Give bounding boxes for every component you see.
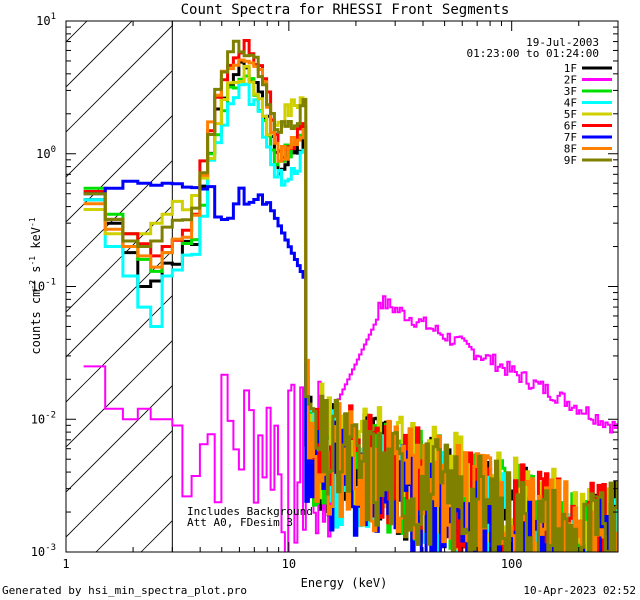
x-axis-label: Energy (keV) — [301, 576, 388, 590]
time-range-label: 01:23:00 to 01:24:00 — [467, 47, 599, 60]
annotation-attenuator: Att A0, FDesim 3 — [187, 516, 293, 529]
hatch-line — [66, 70, 173, 178]
y-tick-label: 10-2 — [31, 410, 56, 426]
x-tick-label: 1 — [62, 557, 69, 571]
y-tick-label: 10-3 — [31, 543, 56, 559]
timestamp-footer: 10-Apr-2023 02:52 — [523, 584, 636, 597]
legend-label-1F: 1F — [564, 62, 577, 75]
hatch-line — [66, 21, 88, 43]
y-tick-label: 101 — [36, 12, 56, 28]
hatch-line — [66, 385, 173, 493]
hatch-line — [66, 430, 173, 538]
legend-label-2F: 2F — [564, 74, 577, 87]
hatch-line — [66, 21, 133, 88]
legend-label-7F: 7F — [564, 131, 577, 144]
series-lines — [83, 39, 618, 552]
x-axis: 1 10 100 — [62, 21, 619, 571]
legend-label-5F: 5F — [564, 108, 577, 121]
x-tick-label: 10 — [282, 557, 296, 571]
hatch-line — [0, 0, 26, 552]
legend-label-4F: 4F — [564, 97, 577, 110]
series-line-9F — [83, 39, 618, 552]
y-tick-label: 100 — [36, 145, 56, 161]
chart-title: Count Spectra for RHESSI Front Segments — [181, 2, 510, 18]
generated-by-footer: Generated by hsi_min_spectra_plot.pro — [2, 584, 247, 597]
legend-label-9F: 9F — [564, 154, 577, 167]
date-label: 19-Jul-2003 — [526, 36, 599, 49]
x-tick-label: 100 — [501, 557, 523, 571]
series-line-2F — [83, 295, 618, 552]
y-tick-label: 10-1 — [31, 278, 56, 294]
legend-label-6F: 6F — [564, 120, 577, 133]
legend-label-3F: 3F — [564, 85, 577, 98]
hatch-line — [66, 205, 173, 313]
hatch-line — [66, 25, 173, 133]
y-axis-label: counts cm-2 s-1 keV-1 — [28, 217, 43, 354]
legend-label-8F: 8F — [564, 143, 577, 156]
y-axis: 10-3 10-2 10-1 100 101 — [31, 12, 618, 559]
annotation-background: Includes Background — [187, 505, 313, 518]
